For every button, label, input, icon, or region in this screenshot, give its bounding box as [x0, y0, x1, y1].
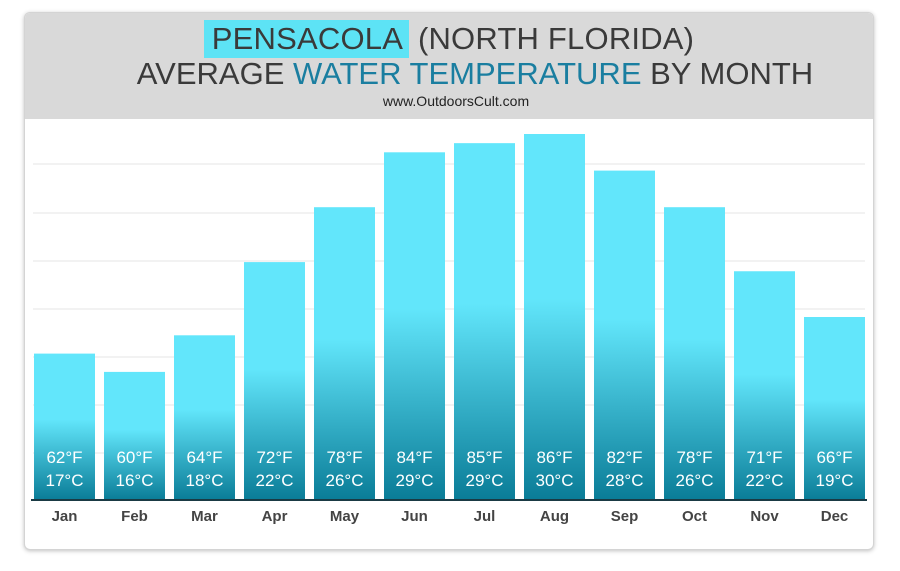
data-label-c: 17°C: [46, 471, 84, 490]
title-line-1: PENSACOLA (NORTH FLORIDA): [25, 20, 873, 58]
data-label-c: 19°C: [816, 471, 854, 490]
bar-sep: [594, 170, 655, 500]
title-city: PENSACOLA: [203, 20, 410, 58]
data-label-c: 29°C: [466, 471, 504, 490]
data-label-f: 85°F: [466, 448, 502, 467]
title-region: (NORTH FLORIDA): [417, 21, 695, 56]
data-label-c: 16°C: [116, 471, 154, 490]
x-tick-label: Aug: [540, 508, 569, 525]
bar-jul: [454, 143, 515, 500]
x-tick-label: Apr: [262, 508, 288, 525]
chart-header: PENSACOLA (NORTH FLORIDA) AVERAGE WATER …: [25, 13, 873, 119]
x-tick-label: Sep: [611, 508, 639, 525]
x-tick-label: Mar: [191, 508, 218, 525]
x-tick-label: Oct: [682, 508, 707, 525]
x-tick-label: Dec: [821, 508, 849, 525]
website-credit: www.OutdoorsCult.com: [382, 93, 530, 109]
data-label-f: 71°F: [746, 448, 782, 467]
bar-nov: [734, 271, 795, 500]
bar-feb: [104, 371, 165, 500]
x-tick-label: Jun: [401, 508, 428, 525]
data-label-f: 62°F: [46, 448, 82, 467]
data-label-c: 29°C: [396, 471, 434, 490]
bar-chart: 62°F 17°C Jan 60°F 16°C Feb 64°F 18°C Mar 72°F 22°…: [31, 134, 867, 525]
x-tick-label: May: [330, 508, 360, 525]
x-tick-label: Feb: [121, 508, 148, 525]
data-label-f: 78°F: [676, 448, 712, 467]
data-label-f: 86°F: [536, 448, 572, 467]
title-accent: WATER TEMPERATURE: [293, 56, 642, 91]
bar-may: [314, 207, 375, 500]
data-label-c: 22°C: [256, 471, 294, 490]
data-label-c: 26°C: [676, 471, 714, 490]
data-label-c: 26°C: [326, 471, 364, 490]
bar-dec: [804, 317, 865, 500]
data-label-f: 72°F: [256, 448, 292, 467]
data-label-f: 78°F: [326, 448, 362, 467]
x-tick-label: Jan: [52, 508, 78, 525]
data-label-f: 82°F: [606, 448, 642, 467]
title-suffix: BY MONTH: [650, 56, 814, 91]
x-tick-label: Jul: [474, 508, 496, 525]
bar-aug: [524, 134, 585, 500]
data-label-f: 64°F: [186, 448, 222, 467]
bar-jan: [34, 353, 95, 500]
bar-oct: [664, 207, 725, 500]
bar-jun: [384, 152, 445, 501]
data-label-c: 18°C: [186, 471, 224, 490]
title-prefix: AVERAGE: [136, 56, 285, 91]
bar-mar: [174, 335, 235, 500]
data-label-c: 22°C: [746, 471, 784, 490]
data-label-f: 84°F: [396, 448, 432, 467]
data-label-c: 28°C: [606, 471, 644, 490]
bar-apr: [244, 262, 305, 500]
x-tick-label: Nov: [750, 508, 779, 525]
data-label-c: 30°C: [536, 471, 574, 490]
title-line-2: AVERAGE WATER TEMPERATURE BY MONTH: [25, 56, 873, 92]
data-label-f: 66°F: [816, 448, 852, 467]
data-label-f: 60°F: [116, 448, 152, 467]
chart-card: PENSACOLA (NORTH FLORIDA) AVERAGE WATER …: [24, 12, 874, 550]
